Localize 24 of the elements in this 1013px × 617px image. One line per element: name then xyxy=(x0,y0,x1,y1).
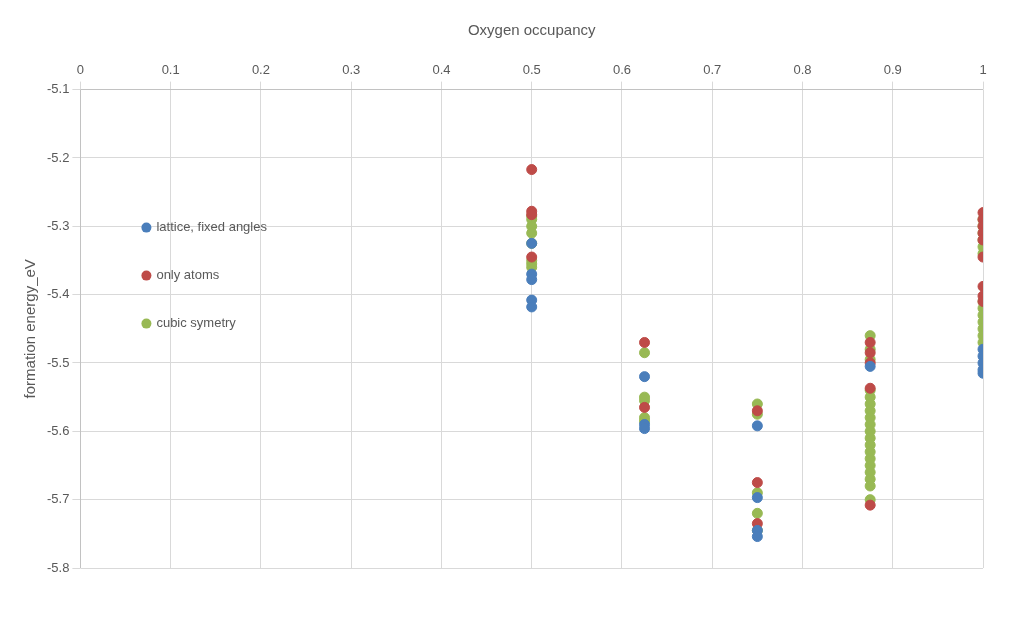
y-axis-title: formation energy_eV xyxy=(21,259,39,399)
y-tick-label: -5.2 xyxy=(46,149,70,165)
x-tick-label: 1 xyxy=(979,62,987,78)
legend-label: lattice, fixed angles xyxy=(156,219,268,235)
legend-label: only atoms xyxy=(156,267,220,283)
x-tick-label: 0.4 xyxy=(432,62,451,78)
x-tick-label: 0.1 xyxy=(161,62,180,78)
x-tick-label: 0.9 xyxy=(883,62,902,78)
y-tick-label: -5.7 xyxy=(46,491,70,507)
y-tick-label: -5.8 xyxy=(46,559,70,575)
x-tick-label: 0.2 xyxy=(251,62,270,78)
y-tick-label: -5.3 xyxy=(46,217,70,233)
x-tick-label: 0.8 xyxy=(793,62,812,78)
x-tick-label: 0.6 xyxy=(612,62,631,78)
x-tick-label: 0.5 xyxy=(522,62,541,78)
legend-label: cubic symetry xyxy=(156,315,237,331)
y-tick-label: -5.6 xyxy=(46,422,70,438)
y-tick-label: -5.1 xyxy=(46,81,70,97)
y-tick-label: -5.4 xyxy=(46,286,70,302)
x-tick-label: 0 xyxy=(76,62,85,78)
x-axis-title: Oxygen occupancy xyxy=(467,21,596,39)
x-tick-label: 0.7 xyxy=(703,62,722,78)
y-tick-label: -5.5 xyxy=(46,354,70,370)
x-tick-label: 0.3 xyxy=(342,62,361,78)
